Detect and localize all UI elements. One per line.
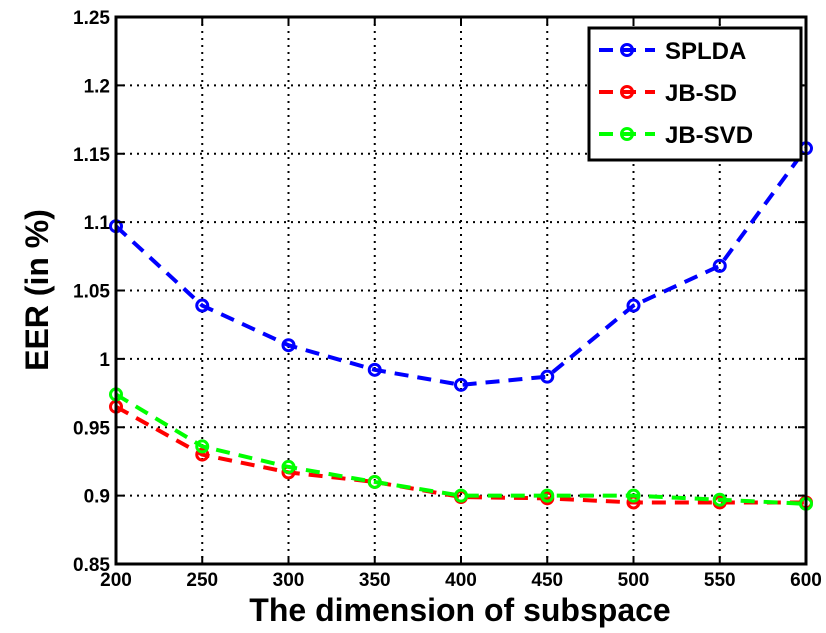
x-tick-label: 450 [531, 570, 563, 591]
data-point-splda [195, 298, 210, 313]
x-tick-label: 250 [186, 570, 218, 591]
legend-label: JB-SVD [665, 122, 753, 149]
legend-marker [620, 43, 634, 57]
series-line-jb-sd [115, 404, 806, 505]
y-tick-label: 0.85 [73, 555, 110, 576]
data-point-jb-svd [195, 439, 210, 454]
axis-ticks: 200 250 300 350 400 450 500 550 600 0.85 0.9 0.95 1 1… [73, 8, 822, 591]
data-point-splda [454, 377, 468, 392]
data-point-splda [281, 338, 296, 353]
x-tick-label: 550 [704, 570, 736, 591]
y-tick-label: 1 [99, 350, 110, 371]
plot-series [109, 141, 813, 511]
legend-label: SPLDA [665, 38, 746, 65]
x-tick-label: 350 [359, 570, 391, 591]
legend-marker [620, 127, 634, 141]
data-point-jb-svd [454, 488, 468, 503]
data-point-splda [367, 362, 382, 377]
x-tick-label: 400 [445, 570, 477, 591]
y-tick-label: 0.9 [84, 487, 110, 508]
y-axis-label: EER (in %) [19, 209, 55, 371]
data-point-jb-svd [367, 474, 382, 489]
series-line-splda [114, 147, 808, 387]
legend-marker [620, 85, 634, 99]
data-point-jb-svd [712, 492, 727, 507]
y-tick-label: 0.95 [73, 418, 110, 439]
data-point-jb-svd [626, 488, 641, 503]
data-point-splda [626, 298, 641, 313]
x-axis-label: The dimension of subspace [249, 592, 670, 628]
data-point-jb-svd [540, 488, 555, 503]
y-tick-label: 1.05 [73, 282, 110, 303]
x-tick-label: 200 [100, 570, 132, 591]
data-point-jb-svd [281, 459, 296, 474]
y-tick-label: 1.2 [84, 76, 110, 97]
x-tick-label: 600 [790, 570, 822, 591]
data-point-jb-sd [195, 447, 210, 462]
y-tick-label: 1.25 [73, 8, 110, 29]
y-tick-label: 1.1 [84, 213, 111, 234]
y-tick-label: 1.15 [73, 145, 110, 166]
x-tick-label: 300 [273, 570, 305, 591]
legend: SPLDA JB-SD JB-SVD [587, 26, 803, 162]
legend-label: JB-SD [665, 80, 737, 107]
data-point-splda [540, 369, 555, 384]
x-tick-label: 500 [618, 570, 650, 591]
data-point-splda [712, 258, 727, 273]
